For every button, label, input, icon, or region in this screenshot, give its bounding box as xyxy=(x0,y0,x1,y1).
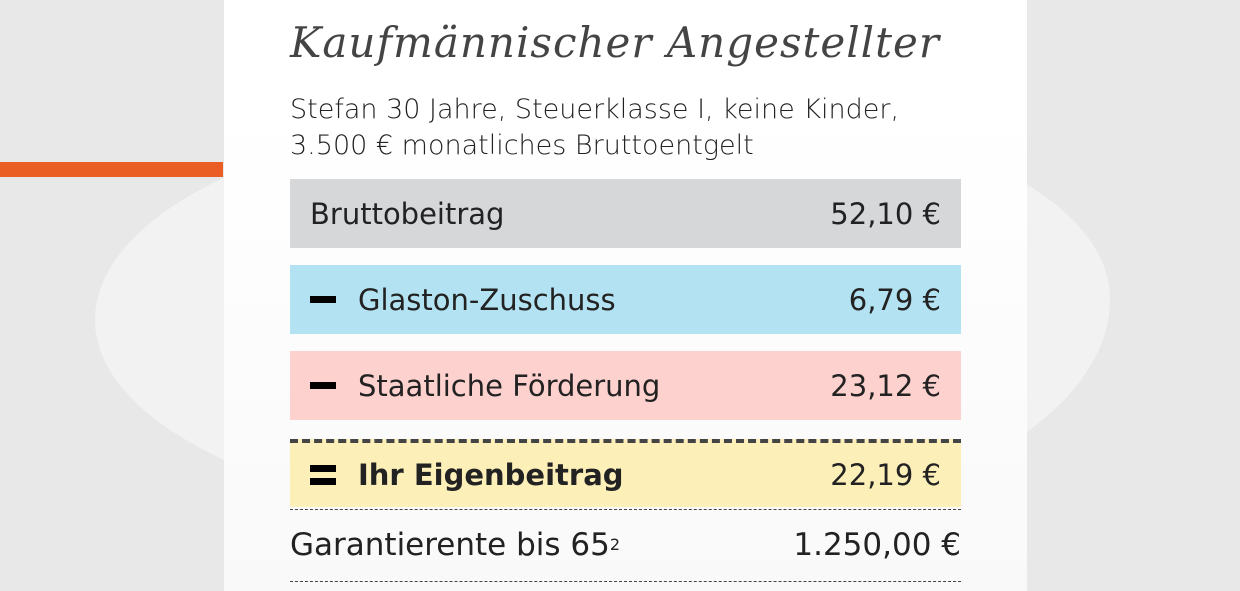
row-value: 22,19 € xyxy=(830,458,941,492)
info-card: Kaufmännischer Angestellter Stefan 30 Ja… xyxy=(224,0,1027,591)
row-value: 1.250,00 € xyxy=(793,526,961,563)
row-value: 52,10 € xyxy=(830,196,941,231)
card-subtitle: Stefan 30 Jahre, Steuerklasse I, keine K… xyxy=(290,92,899,164)
card-title: Kaufmännischer Angestellter xyxy=(290,18,940,67)
divider xyxy=(290,509,961,510)
equals-icon xyxy=(310,465,336,485)
minus-icon xyxy=(310,382,336,389)
row-foerderung: Staatliche Förderung 23,12 € xyxy=(290,351,961,420)
row-value: 23,12 € xyxy=(830,368,941,403)
subtitle-line: 3.500 € monatliches Bruttoentgelt xyxy=(290,130,754,161)
subtitle-line: Stefan 30 Jahre, Steuerklasse I, keine K… xyxy=(290,94,900,125)
row-label: Garantierente bis 65 xyxy=(290,526,610,563)
divider xyxy=(290,581,961,582)
accent-bar xyxy=(0,162,223,177)
row-zuschuss: Glaston-Zuschuss 6,79 € xyxy=(290,265,961,334)
row-label: Ihr Eigenbeitrag xyxy=(358,458,624,492)
row-label: Bruttobeitrag xyxy=(310,196,505,231)
minus-icon xyxy=(310,296,336,303)
row-bruttobeitrag: Bruttobeitrag 52,10 € xyxy=(290,179,961,248)
row-value: 6,79 € xyxy=(848,282,941,317)
row-garantierente: Garantierente bis 65 2 1.250,00 € xyxy=(290,510,961,579)
row-label: Glaston-Zuschuss xyxy=(358,282,616,317)
row-eigenbeitrag: Ihr Eigenbeitrag 22,19 € xyxy=(290,439,961,507)
footnote-marker: 2 xyxy=(609,535,621,554)
row-label: Staatliche Förderung xyxy=(358,368,661,403)
